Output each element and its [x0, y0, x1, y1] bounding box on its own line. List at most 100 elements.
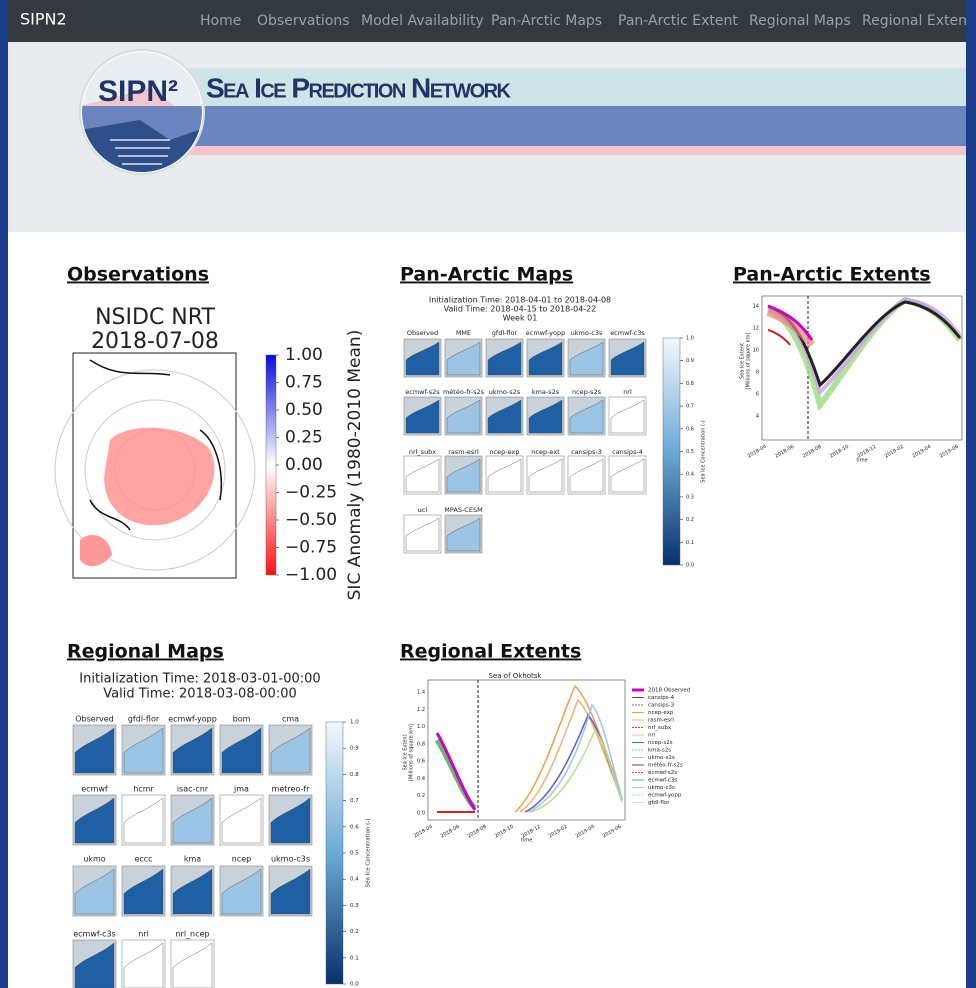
logo-text: SIPN²: [98, 75, 178, 108]
x-axis-label: time: [856, 458, 867, 464]
colorbar-tick-label: 0.8: [686, 381, 694, 387]
panel-label: nrl: [623, 388, 632, 396]
legend-label: rasm-esrl: [648, 718, 674, 724]
legend-label: ecmwf-s2s: [648, 770, 677, 776]
panel-label: jma: [233, 785, 249, 794]
panel-label: météo-fr-s2s: [443, 388, 485, 396]
colorbar-tick-label: 0.2: [350, 929, 359, 935]
legend-label: météo-fr-s2s: [648, 762, 683, 769]
panel-label: ecmwf-c3s: [610, 329, 645, 337]
panel-label: ecmwf-yopp: [526, 329, 565, 337]
colorbar-label: Sea Ice Concentration (-): [701, 420, 707, 483]
map-title: NSIDC NRT: [95, 305, 215, 330]
map-panel: [568, 456, 605, 494]
logo: [80, 50, 204, 176]
figure-title: Initialization Time: 2018-04-01 to 2018-…: [429, 296, 611, 305]
panel-label: ecmwf: [81, 785, 108, 794]
page-body: SIPN2 Home Observations Model Availability P…: [8, 0, 976, 988]
nav-link[interactable]: Model Availability: [361, 13, 484, 29]
legend-label: cansips-4: [648, 695, 675, 701]
colorbar: [663, 338, 680, 565]
panel-label: ncep-ext: [531, 448, 560, 456]
map-panel: [404, 515, 441, 553]
panel-label: MME: [456, 329, 471, 337]
map-panel: [609, 456, 646, 494]
map-panel: [609, 397, 646, 435]
y-axis-label: [Millions of square km]: [746, 332, 752, 389]
colorbar-tick-label: 0.4: [686, 472, 694, 478]
colorbar-tick-label: 0.7: [350, 798, 359, 804]
panel-label: ucl: [418, 506, 428, 514]
colorbar-tick-label: 0.9: [350, 746, 359, 752]
panel-label: gfdl-flor: [128, 715, 160, 724]
y-axis-label: [Millions of square km]: [409, 724, 415, 781]
nav-link[interactable]: Observations: [257, 13, 350, 29]
y-tick-label: 1.0: [417, 724, 425, 730]
panel-label: cansips-3: [571, 448, 602, 456]
panel-label: isac-cnr: [177, 785, 209, 794]
panel-label: eccc: [134, 855, 152, 864]
panel-label: ukmo-c3s: [271, 855, 310, 864]
colorbar-tick-label: 0.7: [686, 404, 694, 410]
panel-label: ncep: [232, 855, 251, 864]
colorbar-tick-label: 0.9: [686, 358, 694, 364]
colorbar-tick-label: 0.3: [350, 903, 359, 909]
section-heading[interactable]: Pan-Arctic Extents: [733, 264, 931, 286]
colorbar-tick-label: 1.0: [350, 720, 359, 726]
panel-label: ecmwf-c3s: [73, 930, 116, 939]
colorbar: [326, 722, 343, 984]
figure-title: Valid Time: 2018-03-08-00:00: [103, 687, 297, 702]
map-panel: [486, 456, 523, 494]
map-panel: [122, 795, 165, 845]
section-heading[interactable]: Observations: [67, 264, 209, 286]
y-tick-label: 0.6: [417, 759, 425, 765]
legend-label: ncep-s2s: [648, 740, 673, 746]
legend-label: gfdl-flor: [648, 800, 670, 806]
map-panel: [527, 456, 564, 494]
nav-link[interactable]: Pan-Arctic Extent: [618, 13, 738, 29]
legend-label: nrl: [648, 733, 656, 739]
plot-title: Sea of Okhotsk: [489, 672, 543, 680]
legend-label: ecmwf-yopp: [648, 793, 682, 799]
colorbar-tick-label: 1.00: [285, 345, 323, 365]
nav-brand[interactable]: SIPN2: [20, 10, 67, 29]
colorbar-tick-label: 0.3: [686, 494, 694, 500]
y-tick-label: 1.2: [417, 707, 425, 713]
legend-label: ukmo-c3s: [648, 785, 675, 791]
colorbar-label: SIC Anomaly (1980-2010 Mean): [345, 330, 365, 601]
nav-link[interactable]: Regional Extents: [862, 13, 976, 29]
y-tick-label: 0.0: [417, 811, 425, 817]
colorbar-tick-label: 0.6: [350, 824, 359, 830]
panel-label: rasm-esrl: [448, 448, 479, 456]
colorbar-tick-label: 0.25: [285, 428, 323, 448]
panel-label: kma-s2s: [532, 388, 560, 396]
panel-label: ncep-s2s: [572, 388, 602, 396]
legend-label: 2018 Observed: [648, 688, 690, 694]
colorbar-label: Sea Ice Concentration (-): [366, 819, 372, 888]
figure-title: Week 01: [503, 314, 538, 323]
panel-label: kma: [184, 855, 201, 864]
map-panel: [404, 456, 441, 494]
section-heading[interactable]: Regional Extents: [400, 641, 581, 663]
section-heading[interactable]: Regional Maps: [67, 641, 224, 663]
nav-link[interactable]: Home: [200, 13, 241, 29]
site-title: Sea Ice Prediction Network: [206, 72, 512, 103]
colorbar-tick-label: 0.1: [686, 540, 694, 546]
panel-label: hcmr: [133, 785, 154, 794]
panel-label: ecmwf-s2s: [405, 388, 440, 396]
panel-label: Observed: [407, 329, 438, 337]
colorbar-tick-label: 1.0: [686, 336, 694, 342]
colorbar-tick-label: 0.00: [285, 455, 323, 475]
panel-label: MPAS-CESM: [444, 506, 482, 514]
colorbar-tick-label: −1.00: [285, 565, 337, 585]
nav-link[interactable]: Regional Maps: [749, 13, 851, 29]
colorbar-tick-label: −0.25: [285, 483, 337, 503]
panel-label: bom: [233, 715, 251, 724]
panel-label: ukmo-c3s: [571, 329, 603, 337]
section-heading[interactable]: Pan-Arctic Maps: [400, 264, 573, 286]
colorbar-tick-label: 0.8: [350, 772, 359, 778]
nav-link[interactable]: Pan-Arctic Maps: [491, 13, 602, 29]
legend-label: nrl_subx: [648, 725, 672, 731]
y-tick-label: 6: [756, 392, 759, 398]
legend-label: kma-s2s: [648, 748, 671, 754]
